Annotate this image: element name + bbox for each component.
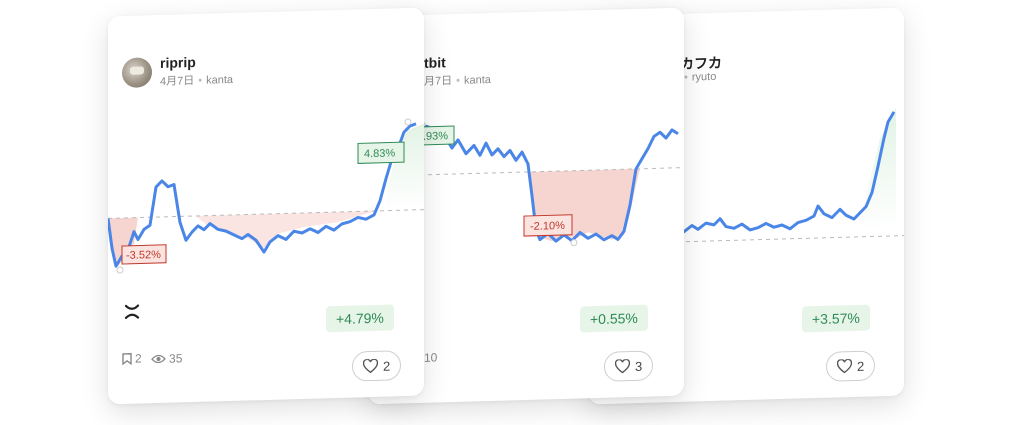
like-button[interactable]: 2 [826, 350, 876, 382]
price-chart: -3.52% 4.83% [108, 118, 424, 274]
heart-icon [837, 359, 852, 374]
low-point [570, 239, 578, 247]
bookmark-stat[interactable]: 2 [122, 351, 142, 366]
post-title[interactable]: riprip [160, 53, 196, 71]
baseline [678, 235, 904, 243]
bookmark-icon [122, 353, 132, 366]
view-stat: 35 [151, 351, 182, 366]
low-label: -3.52% [121, 244, 167, 265]
post-author[interactable]: kanta [206, 73, 234, 87]
low-point [116, 266, 124, 274]
loss-area [196, 210, 376, 249]
price-line [675, 111, 896, 236]
like-count: 2 [857, 358, 865, 374]
low-label-text: -3.52% [126, 249, 161, 262]
high-label: .93% [419, 125, 455, 146]
post-author: kanta [463, 73, 491, 87]
price-line [419, 123, 679, 243]
like-count: 2 [383, 358, 391, 374]
meta-separator: • [684, 71, 688, 84]
post-meta: • ryuto [680, 71, 716, 84]
heart-icon [363, 358, 378, 374]
view-count: 35 [169, 351, 183, 366]
like-button[interactable]: 3 [604, 350, 654, 382]
like-count: 3 [635, 358, 643, 374]
meta-separator: • [198, 74, 203, 87]
x-icon [124, 304, 140, 320]
post-author: ryuto [691, 70, 717, 84]
post-card[interactable]: カフカ • ryuto +3.57% 2 [588, 7, 904, 405]
post-card[interactable]: tbit 月7日 • kanta .93% -2.10% +0.55% 10 3 [368, 7, 684, 405]
loss-area [108, 217, 138, 267]
post-stats: 2 35 [122, 350, 188, 368]
gain-area [384, 123, 424, 211]
avatar[interactable] [122, 57, 152, 89]
post-title: tbit [424, 54, 446, 71]
high-label-text: 4.83% [364, 147, 395, 160]
post-meta: 4月7日 • kanta [160, 71, 233, 89]
change-badge: +3.57% [802, 304, 870, 333]
post-date: 4月7日 [160, 75, 195, 88]
heart-icon [615, 359, 630, 374]
post-date: 月7日 [424, 75, 453, 88]
price-chart: .93% -2.10% [418, 121, 684, 247]
change-badge: +0.55% [580, 304, 648, 333]
post-card[interactable]: riprip 4月7日 • kanta -3.52% 4.83% +4.79 [108, 7, 424, 405]
price-chart [675, 107, 904, 243]
post-meta: 月7日 • kanta [424, 71, 491, 89]
change-badge: +4.79% [326, 304, 394, 333]
eye-icon [151, 354, 166, 364]
like-button[interactable]: 2 [352, 350, 402, 382]
bookmark-count: 2 [135, 351, 142, 366]
post-stats: 10 [424, 350, 443, 365]
high-point [404, 118, 412, 126]
high-label: 4.83% [357, 141, 405, 164]
baseline [420, 167, 684, 176]
meta-separator: • [456, 74, 460, 87]
price-line [108, 122, 417, 268]
view-count: 10 [424, 350, 438, 365]
low-label-text: -2.10% [530, 220, 565, 233]
high-label-text: .93% [423, 130, 448, 143]
low-label: -2.10% [523, 214, 573, 237]
